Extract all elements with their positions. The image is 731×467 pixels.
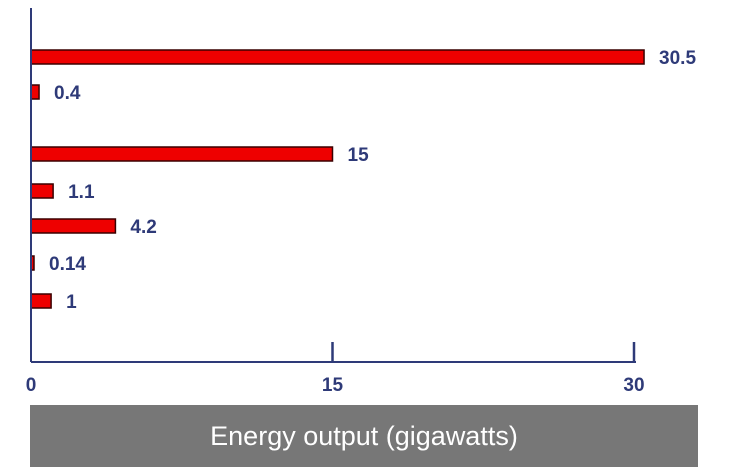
bar — [30, 49, 645, 65]
x-axis-title-box: Energy output (gigawatts) — [30, 405, 698, 467]
bars-group — [30, 49, 645, 309]
bar — [30, 293, 52, 309]
x-tick-label: 15 — [322, 375, 344, 396]
bar-value-label: 4.2 — [130, 217, 156, 238]
value-labels-group: 30.5 0.4 15 1.1 4.2 0.14 1 — [49, 48, 696, 313]
bar-chart: 30.5 0.4 15 1.1 4.2 0.14 1 0 15 30 — [26, 8, 696, 396]
x-tick-label: 30 — [623, 375, 644, 396]
bar-value-label: 1 — [66, 292, 77, 313]
x-axis-title: Energy output (gigawatts) — [210, 420, 518, 451]
bar-value-label: 30.5 — [659, 48, 696, 69]
bar-value-label: 15 — [348, 145, 370, 166]
bar-value-label: 1.1 — [68, 182, 95, 203]
x-tick-label: 0 — [26, 375, 37, 396]
x-ticks-group: 0 15 30 — [26, 342, 645, 396]
bar-value-label: 0.4 — [54, 83, 81, 104]
bar — [30, 218, 117, 234]
bar — [30, 146, 334, 162]
bar — [30, 183, 54, 199]
bar-value-label: 0.14 — [49, 254, 86, 275]
bar — [30, 84, 40, 100]
